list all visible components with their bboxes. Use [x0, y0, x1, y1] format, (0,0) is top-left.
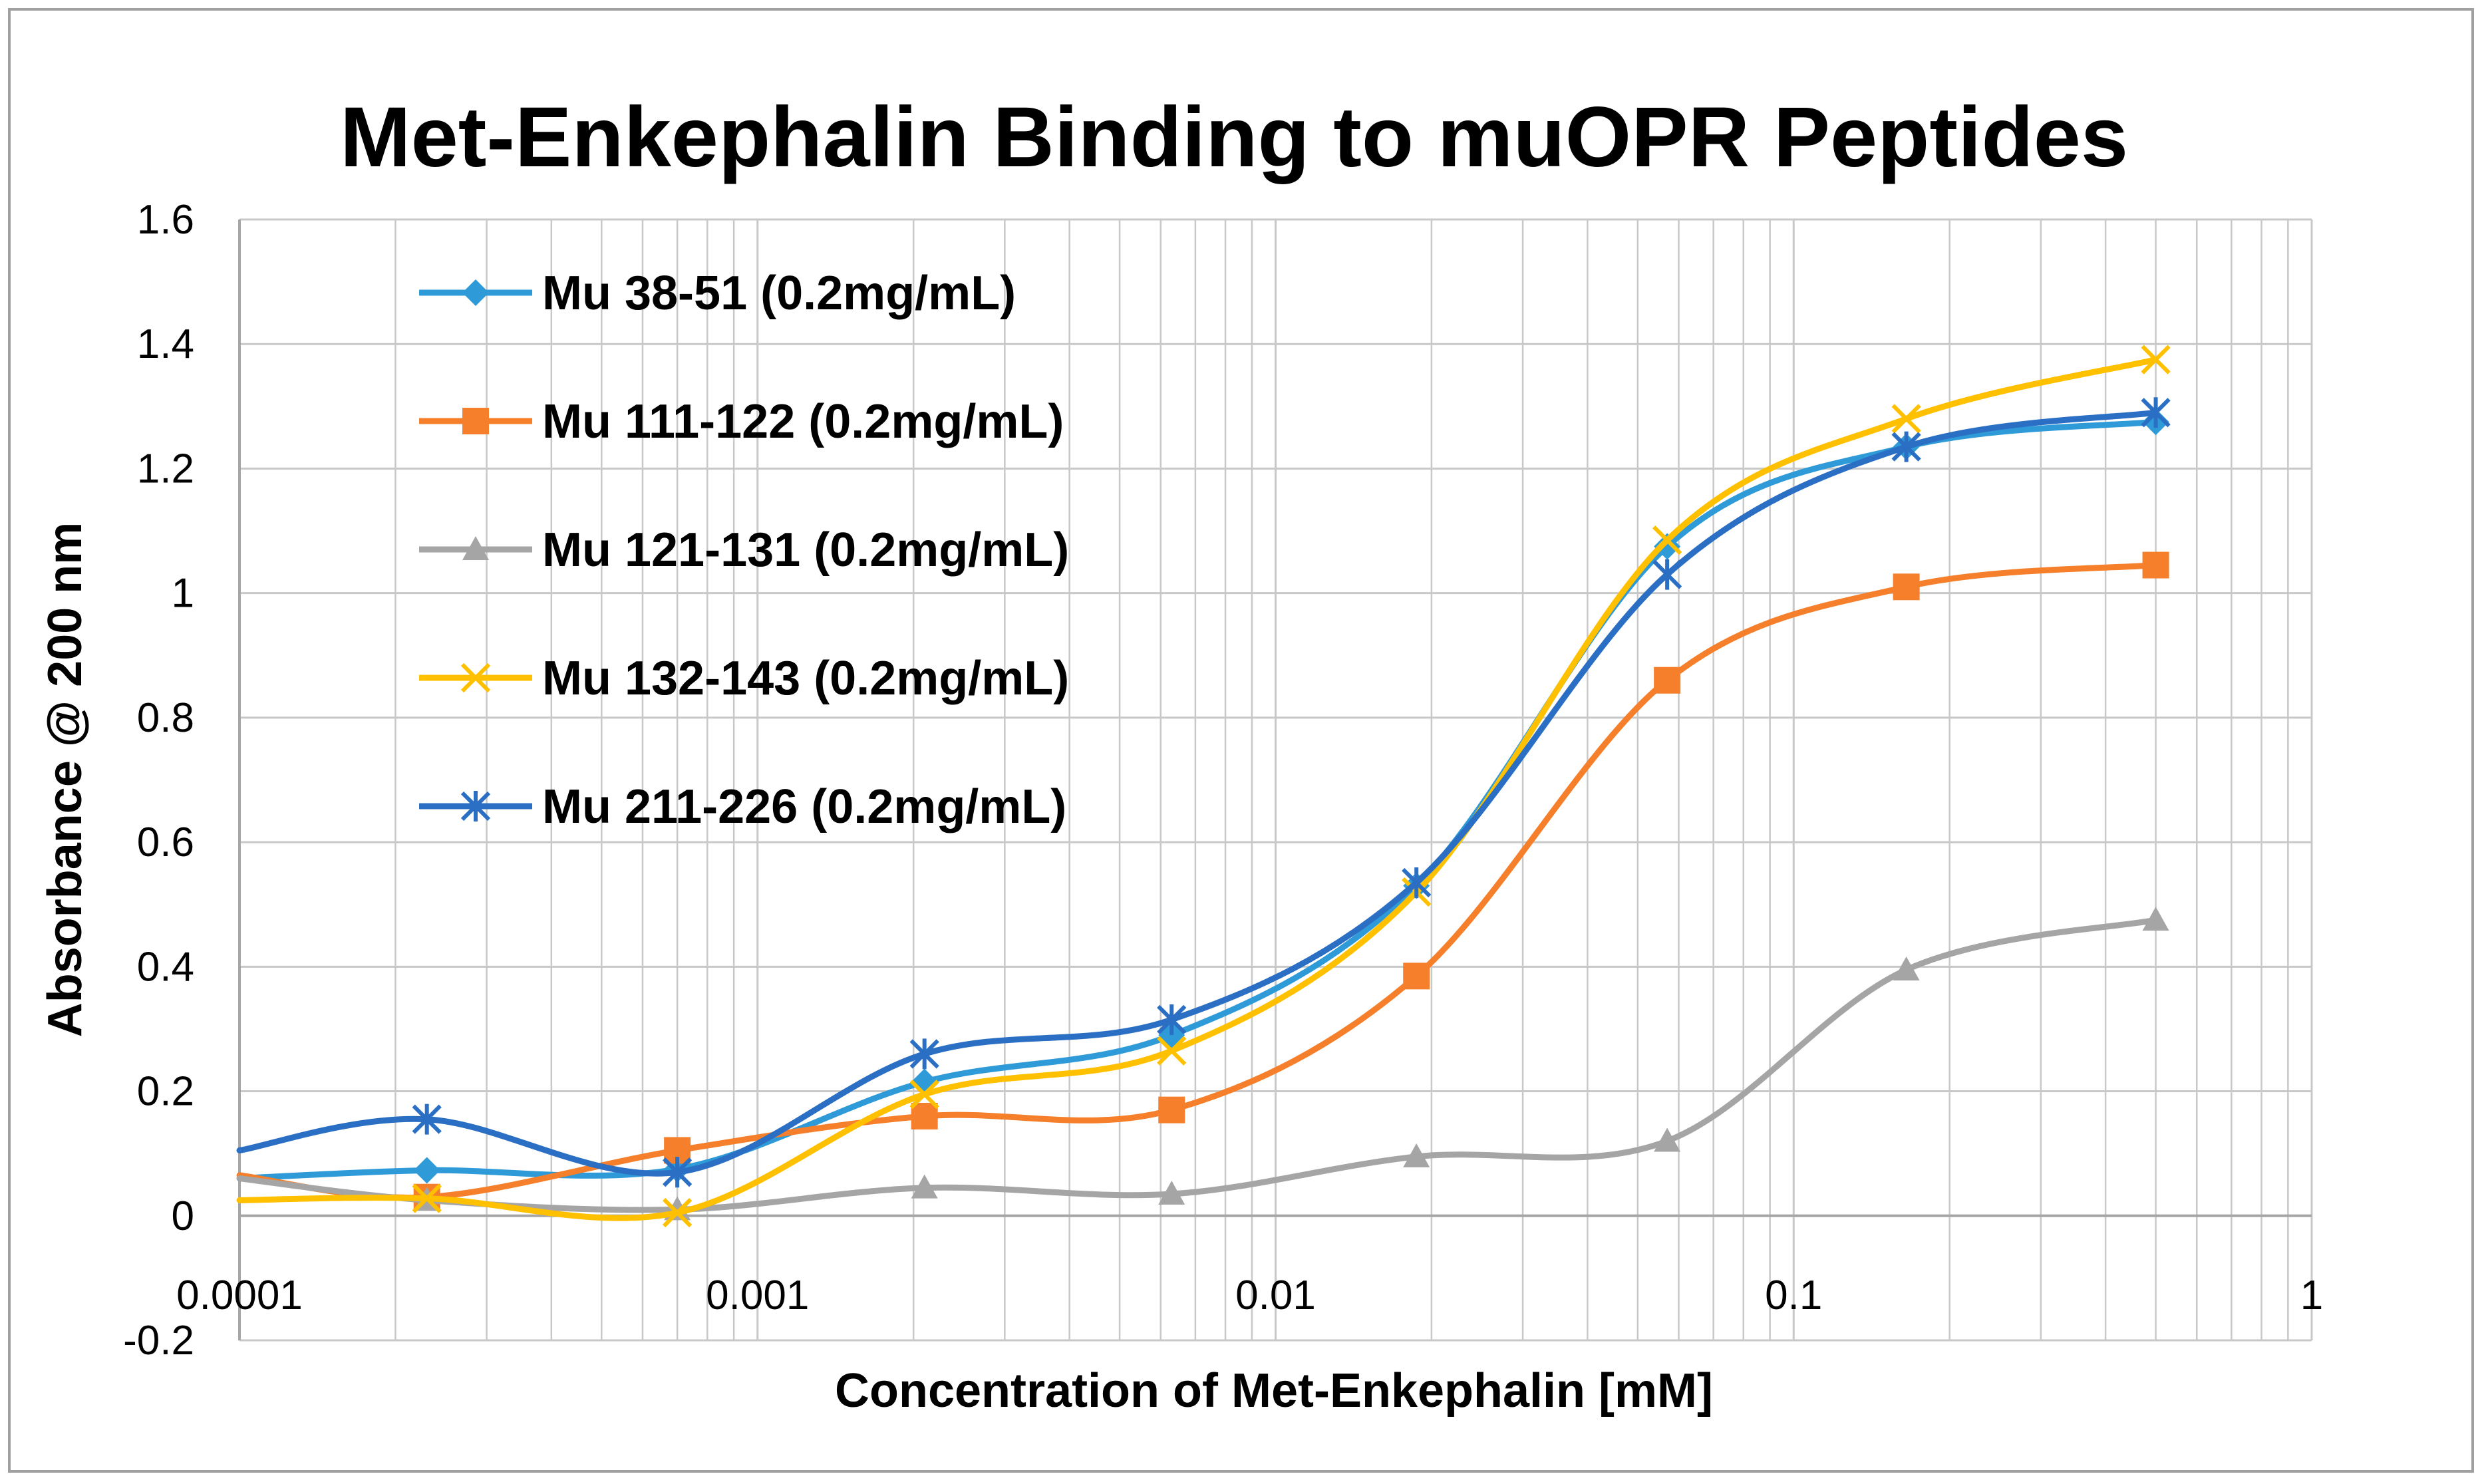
series-marker [412, 1104, 442, 1135]
series-4 [236, 345, 2171, 1228]
series-marker [1893, 573, 1920, 601]
legend-entry: Mu 38-51 (0.2mg/mL) [419, 267, 1016, 320]
legend: Mu 38-51 (0.2mg/mL) Mu 111-122 (0.2mg/mL)… [419, 267, 1069, 833]
y-tick-label: 0.6 [137, 819, 194, 865]
series-marker [1654, 667, 1681, 694]
series-5 [236, 397, 2171, 1188]
series-marker [2141, 397, 2171, 428]
series-line [236, 562, 2159, 1201]
series-marker [462, 536, 489, 560]
series-marker [1158, 1181, 1185, 1205]
series-marker [2141, 345, 2171, 374]
series-marker [1654, 533, 1681, 560]
series-marker [1403, 1143, 1430, 1167]
series-line [236, 409, 2159, 1177]
chart-border [8, 8, 2474, 1473]
series-marker [1893, 957, 1920, 981]
series-marker [460, 791, 491, 821]
series-line [236, 917, 2159, 1213]
series-marker [911, 1174, 938, 1199]
x-axis-label: Concentration of Met-Enkephalin [mM] [835, 1364, 1713, 1417]
y-tick-label: 0.8 [137, 695, 194, 741]
series-marker [462, 408, 489, 434]
x-tick-label: 0.001 [706, 1272, 809, 1318]
series-marker [1157, 1004, 1187, 1035]
y-axis-label: Absorbance @ 200 nm [39, 522, 92, 1037]
tick-labels: -0.2 0 0.2 0.4 0.6 0.8 1 1.2 1.4 1.6 0.0001 0.001 0.… [123, 197, 2323, 1364]
series-marker [1891, 431, 1921, 462]
y-tick-label: 1.4 [137, 321, 194, 367]
series-marker [412, 1183, 442, 1213]
series-line [236, 357, 2159, 1221]
series-marker [1402, 867, 1432, 898]
series-marker [1891, 404, 1921, 434]
y-tick-label: 1.6 [137, 197, 194, 243]
legend-label: Mu 38-51 (0.2mg/mL) [542, 267, 1016, 320]
series-marker [460, 663, 491, 693]
legend-label: Mu 211-226 (0.2mg/mL) [542, 780, 1066, 833]
legend-label: Mu 121-131 (0.2mg/mL) [542, 523, 1069, 577]
series-marker [2142, 907, 2169, 931]
y-tick-label: 0.4 [137, 944, 194, 990]
series-marker [909, 1080, 939, 1110]
y-tick-label: 0 [172, 1193, 194, 1239]
legend-entry: Mu 121-131 (0.2mg/mL) [419, 523, 1069, 577]
x-tick-label: 1 [2300, 1272, 2323, 1318]
series-marker [1654, 1127, 1681, 1152]
series-marker [1403, 963, 1430, 990]
y-tick-label: 1 [172, 571, 194, 617]
series-3 [236, 907, 2169, 1221]
y-tick-label: -0.2 [123, 1318, 194, 1364]
series-marker [413, 1157, 440, 1184]
legend-label: Mu 132-143 (0.2mg/mL) [542, 652, 1069, 705]
series-marker [909, 1038, 939, 1070]
series-marker [662, 1197, 693, 1228]
y-tick-label: 0.2 [137, 1069, 194, 1115]
series-marker [462, 279, 489, 306]
series-marker [1652, 559, 1682, 590]
series-marker [1158, 1096, 1185, 1123]
legend-entry: Mu 111-122 (0.2mg/mL) [419, 395, 1064, 448]
series-marker [1157, 1036, 1187, 1066]
x-tick-label: 0.1 [1765, 1272, 1822, 1318]
chart-title: Met-Enkephalin Binding to muOPR Peptides [340, 90, 2128, 185]
series-marker [662, 1157, 693, 1188]
series-2 [236, 551, 2169, 1211]
y-tick-label: 1.2 [137, 446, 194, 492]
legend-entry: Mu 211-226 (0.2mg/mL) [419, 780, 1066, 833]
legend-entry: Mu 132-143 (0.2mg/mL) [419, 652, 1069, 705]
series-marker [911, 1103, 938, 1129]
x-tick-label: 0.01 [1235, 1272, 1316, 1318]
series-marker [2142, 551, 2169, 579]
series-group [236, 345, 2171, 1228]
series-marker [1652, 525, 1682, 555]
legend-label: Mu 111-122 (0.2mg/mL) [542, 395, 1064, 448]
x-tick-label: 0.0001 [176, 1272, 303, 1318]
